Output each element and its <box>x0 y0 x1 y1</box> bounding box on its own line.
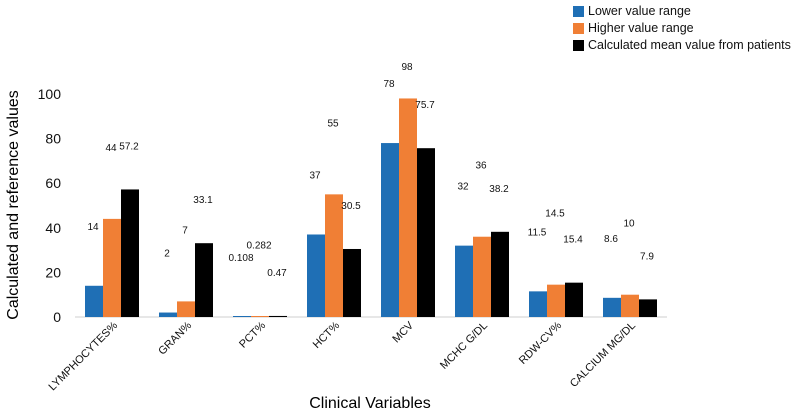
data-label-lower-3: 37 <box>309 170 321 181</box>
y-tick-label-4: 80 <box>45 131 61 147</box>
y-tick-label-5: 100 <box>38 86 62 102</box>
data-label-lower-7: 8.6 <box>604 234 618 245</box>
legend-swatch-higher <box>573 22 584 34</box>
value-labels-group: 14 44 57.2 2 7 33.1 0.108 0.282 0.47 37 55 30.5 78 98… <box>87 62 654 279</box>
bar-mean-1 <box>195 243 213 317</box>
data-label-higher-3: 55 <box>327 118 339 129</box>
bar-mean-7 <box>639 299 657 317</box>
data-label-lower-2: 0.108 <box>228 253 253 264</box>
data-label-lower-5: 32 <box>457 182 469 193</box>
x-tick-label-7: CALCIUM MG/DL <box>568 320 638 390</box>
data-label-mean-7: 7.9 <box>640 251 654 262</box>
data-label-lower-4: 78 <box>383 79 395 90</box>
data-label-lower-6: 11.5 <box>528 227 547 238</box>
y-tick-label-1: 20 <box>45 264 61 280</box>
data-label-mean-1: 33.1 <box>193 195 213 206</box>
bar-mean-5 <box>491 231 509 317</box>
data-label-higher-4: 98 <box>401 62 413 73</box>
bar-lower-4 <box>381 143 399 317</box>
data-label-mean-3: 30.5 <box>341 201 361 212</box>
bar-higher-3 <box>325 194 343 317</box>
bar-mean-4 <box>417 148 435 317</box>
legend-swatch-lower <box>573 5 584 17</box>
bar-higher-6 <box>547 284 565 317</box>
data-label-mean-4: 75.7 <box>415 100 435 111</box>
bar-lower-6 <box>529 291 547 317</box>
bars-group <box>85 98 657 318</box>
legend-label-lower: Lower value range <box>588 4 691 18</box>
data-label-mean-0: 57.2 <box>119 141 139 152</box>
legend-item-mean: Calculated mean value from patients <box>573 36 791 54</box>
data-label-mean-2: 0.47 <box>267 268 287 279</box>
legend-label-higher: Higher value range <box>588 21 694 35</box>
data-label-higher-0: 44 <box>105 143 117 154</box>
bar-lower-3 <box>307 234 325 317</box>
x-tick-labels-group: LYMPHOCYTES% GRAN% PCT% HCT% MCV MCHC G/DL RDW… <box>47 319 639 393</box>
bar-lower-5 <box>455 245 473 317</box>
data-label-mean-6: 15.4 <box>563 235 583 246</box>
x-tick-label-6: RDW-CV% <box>517 319 564 366</box>
bar-mean-0 <box>121 189 139 317</box>
bar-mean-2 <box>269 315 287 317</box>
data-label-higher-2: 0.282 <box>246 240 271 251</box>
x-tick-label-0: LYMPHOCYTES% <box>47 319 121 393</box>
bar-mean-3 <box>343 248 361 317</box>
bar-higher-5 <box>473 236 491 317</box>
legend-item-lower: Lower value range <box>573 2 691 20</box>
bar-lower-1 <box>159 312 177 317</box>
data-label-higher-1: 7 <box>182 225 188 236</box>
bar-higher-1 <box>177 301 195 317</box>
bar-higher-2 <box>251 316 269 317</box>
bar-lower-2 <box>233 316 251 317</box>
bar-higher-0 <box>103 218 121 317</box>
x-tick-label-3: HCT% <box>311 319 343 351</box>
y-tick-label-2: 40 <box>45 220 61 236</box>
x-tick-label-4: MCV <box>390 319 416 345</box>
bar-lower-7 <box>603 297 621 317</box>
data-label-higher-7: 10 <box>623 219 635 230</box>
x-axis-title: Clinical Variables <box>309 395 431 409</box>
y-tick-labels-group: 0 20 40 60 80 100 <box>38 86 62 325</box>
legend-label-mean: Calculated mean value from patients <box>588 38 791 52</box>
data-label-mean-5: 38.2 <box>489 184 509 195</box>
bar-higher-7 <box>621 294 639 317</box>
data-label-lower-1: 2 <box>164 249 170 260</box>
legend-item-higher: Higher value range <box>573 19 694 37</box>
y-tick-label-0: 0 <box>53 309 61 325</box>
y-tick-label-3: 60 <box>45 175 61 191</box>
bar-mean-6 <box>565 282 583 317</box>
y-axis-title: Calculated and reference values <box>5 90 22 319</box>
data-label-lower-0: 14 <box>87 222 99 233</box>
x-tick-label-2: PCT% <box>237 319 268 350</box>
bar-lower-0 <box>85 285 103 317</box>
x-tick-label-1: GRAN% <box>156 319 194 357</box>
bar-higher-4 <box>399 98 417 318</box>
data-label-higher-6: 14.5 <box>545 209 565 220</box>
data-label-higher-5: 36 <box>475 161 487 172</box>
legend-swatch-mean <box>573 39 584 51</box>
x-tick-label-5: MCHC G/DL <box>438 320 490 372</box>
